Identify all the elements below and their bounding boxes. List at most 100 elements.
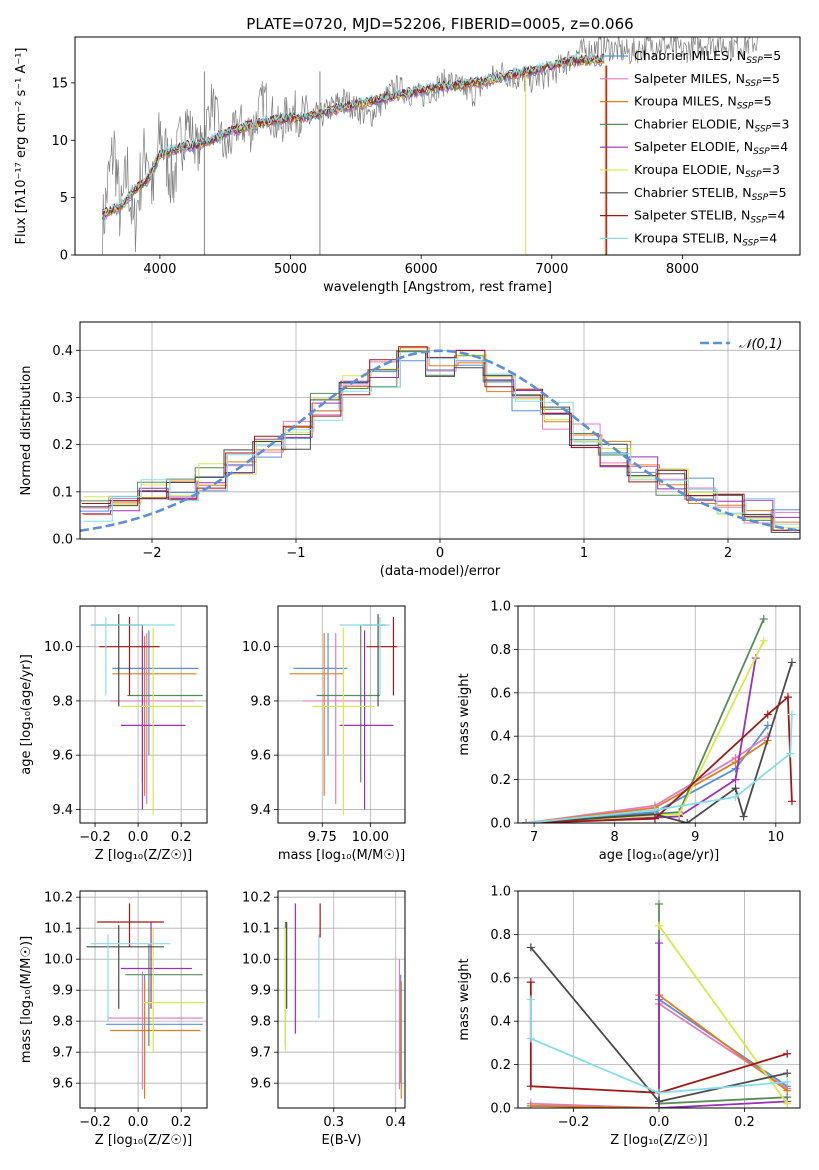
- series-point-kroupa_elodie: [675, 810, 684, 819]
- y-tick-label: 9.9: [52, 984, 73, 999]
- y-tick-label: 0.2: [490, 1058, 511, 1073]
- y-tick-label: 10.1: [242, 922, 271, 937]
- series-point-salpeter_elodie: [655, 939, 663, 948]
- y-tick-label: 9.6: [250, 1077, 271, 1092]
- plot-area: [80, 346, 800, 533]
- x-tick-label: 7: [530, 830, 538, 845]
- y-tick-label: 0.4: [52, 344, 73, 359]
- y-axis-label: age [log₁₀(age/yr)]: [19, 654, 34, 775]
- series-point-kroupa_elodie: [759, 636, 768, 645]
- series-line-kroupa_miles: [525, 739, 769, 823]
- x-axis-label: Z [log₁₀(Z/Z☉)]: [610, 1133, 707, 1148]
- panel-mass_vs_Z: −0.2 0.0 0.2 9.6 9.7 9.8 9.9 10.0 10.1 10.2 Z [log…: [19, 890, 208, 1148]
- y-tick-label: 10.1: [44, 922, 73, 937]
- legend-label-gauss: 𝒩(0,1): [739, 337, 782, 352]
- series-point-kroupa_stelib: [787, 710, 796, 719]
- data-spectrum-line: [102, 37, 759, 255]
- x-tick-label: 0.2: [171, 1115, 192, 1130]
- y-tick-label: 5: [60, 191, 68, 206]
- x-tick-label: 6000: [405, 262, 438, 277]
- series-point-kroupa_elodie: [783, 1099, 792, 1108]
- series-point-kroupa_stelib: [655, 1088, 663, 1097]
- series-point-chabrier_stelib: [787, 658, 796, 667]
- y-tick-label: 0: [60, 249, 68, 264]
- plot-area: [86, 903, 205, 1099]
- series-point-chabrier_elodie: [655, 900, 663, 909]
- x-tick-label: 0.0: [128, 1115, 149, 1130]
- series-point-salpeter_stelib: [650, 814, 659, 823]
- x-tick-label: 0.2: [171, 830, 192, 845]
- series-point-salpeter_stelib: [783, 693, 792, 702]
- plot-area: [526, 900, 792, 1108]
- series-line-kroupa_stelib: [526, 714, 793, 823]
- x-tick-label: 0: [436, 546, 444, 561]
- series-point-kroupa_elodie: [655, 921, 663, 930]
- y-tick-label: 0.3: [52, 391, 73, 406]
- series-point-chabrier_stelib: [683, 819, 692, 823]
- x-axis-label: (data-model)/error: [380, 564, 501, 579]
- series-point-chabrier_stelib: [526, 943, 535, 952]
- y-tick-label: 9.8: [250, 694, 271, 709]
- legend-label-salpeter_miles: Salpeter MILES, NSSP=5: [634, 71, 780, 89]
- x-tick-label: −0.2: [79, 830, 111, 845]
- y-tick-label: 1.0: [490, 885, 511, 900]
- x-tick-label: 10: [768, 830, 785, 845]
- model-line-salpeter_elodie: [101, 55, 605, 218]
- histogram-step-chabrier_stelib: [80, 350, 800, 533]
- series-point-chabrier_miles: [763, 721, 772, 730]
- series-point-chabrier_elodie: [759, 615, 768, 624]
- x-tick-label: −0.2: [558, 1115, 590, 1130]
- panel-spectrum: 4000 5000 6000 7000 8000 0 5 10 15 wavelength [An…: [14, 36, 801, 295]
- x-tick-label: 4000: [143, 262, 176, 277]
- legend-label-chabrier_elodie: Chabrier ELODIE, NSSP=3: [634, 116, 789, 134]
- model-line-chabrier_miles: [101, 57, 605, 222]
- model-line-kroupa_stelib: [102, 53, 605, 216]
- model-line-chabrier_stelib: [102, 55, 605, 215]
- series-point-chabrier_stelib: [731, 784, 740, 793]
- y-tick-label: 9.4: [52, 803, 73, 818]
- panel-mass_weight_vs_age: 7 8 9 10 0.0 0.2 0.4 0.6 0.8 1.0 age [log₁₀(age/yr…: [457, 600, 801, 863]
- x-tick-label: 5000: [274, 262, 307, 277]
- plot-area: [90, 614, 203, 815]
- series-line-kroupa_stelib: [529, 999, 788, 1094]
- series-point-salpeter_stelib: [763, 710, 772, 719]
- x-axis-label: age [log₁₀(age/yr)]: [599, 848, 720, 863]
- histogram-step-chabrier_elodie: [80, 350, 800, 531]
- y-tick-label: 0.6: [490, 971, 511, 986]
- x-tick-label: 0.2: [734, 1115, 755, 1130]
- y-tick-label: 0.4: [490, 730, 511, 745]
- axes-frame: [517, 605, 801, 824]
- plot-area: [289, 614, 398, 815]
- x-tick-label: −2: [142, 546, 161, 561]
- series-point-salpeter_stelib: [787, 797, 796, 806]
- y-tick-label: 0.2: [490, 773, 511, 788]
- axes-frame: [277, 890, 406, 1109]
- panel-mass_weight_vs_Z: −0.2 0.0 0.2 0.0 0.2 0.4 0.6 0.8 1.0 Z [log₁₀(Z/Z…: [457, 885, 801, 1148]
- legend-label-kroupa_miles: Kroupa MILES, NSSP=5: [634, 94, 772, 112]
- series-point-kroupa_miles: [526, 1101, 535, 1108]
- y-tick-label: 0.0: [490, 817, 511, 832]
- series-line-chabrier_stelib: [526, 662, 793, 823]
- axes-frame: [79, 890, 208, 1109]
- y-tick-label: 0.4: [490, 1015, 511, 1030]
- series-point-kroupa_stelib: [526, 995, 535, 1004]
- series-point-kroupa_stelib: [522, 819, 531, 823]
- x-tick-label: 0.4: [385, 1115, 406, 1130]
- x-tick-label: −1: [286, 546, 305, 561]
- axes-frame: [517, 890, 801, 1109]
- y-tick-label: 0.8: [490, 643, 511, 658]
- x-tick-label: 0.0: [649, 1115, 670, 1130]
- y-tick-label: 9.4: [250, 803, 271, 818]
- x-tick-label: 0.0: [128, 830, 149, 845]
- x-axis-label: mass [log₁₀(M/M☉)]: [278, 848, 405, 863]
- series-line-salpeter_elodie: [658, 943, 788, 1108]
- axes-frame: [277, 605, 406, 824]
- model-line-kroupa_elodie: [102, 55, 605, 216]
- panel-age_vs_Z: −0.2 0.0 0.2 9.4 9.6 9.8 10.0 Z [log₁₀(Z/Z☉)] ag…: [19, 605, 208, 863]
- y-tick-label: 10.2: [44, 891, 73, 906]
- axes-frame: [79, 605, 208, 824]
- model-line-salpeter_miles: [101, 56, 605, 221]
- x-tick-label: 8000: [666, 262, 699, 277]
- y-tick-label: 9.6: [52, 1077, 73, 1092]
